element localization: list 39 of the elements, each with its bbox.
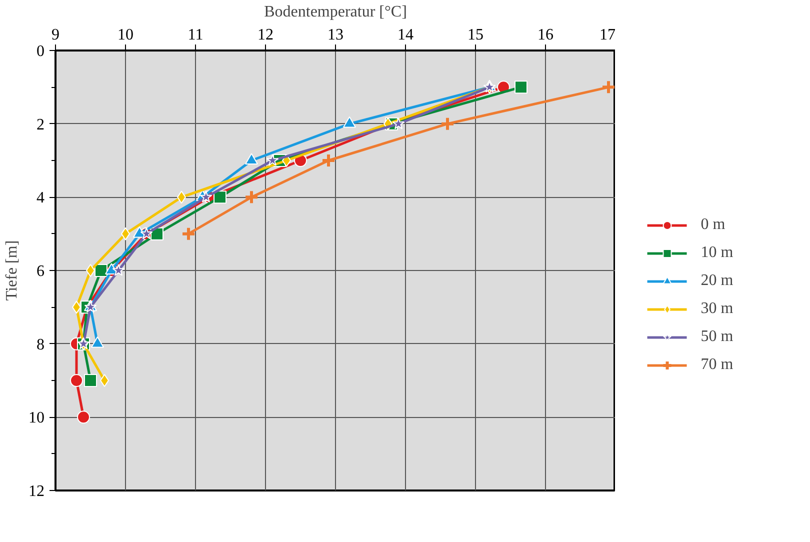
x-tick-label: 13 [328, 26, 344, 44]
x-tick-label: 15 [468, 26, 484, 44]
x-tick-label: 12 [258, 26, 274, 44]
y-tick-label: 12 [28, 483, 44, 500]
point [200, 190, 212, 203]
y-axis-title: Tiefe [m] [4, 240, 20, 301]
x-tick-label: 17 [600, 26, 616, 44]
legend-label: 0 m [700, 216, 726, 234]
point [244, 190, 259, 205]
point [181, 226, 196, 242]
x-tick-label: 9 [52, 26, 60, 44]
x-tick-label: 10 [118, 26, 134, 44]
x-axis-title: Bodentemperatur [°C] [264, 4, 407, 20]
x-tick-label: 16 [538, 26, 554, 44]
y-tick-label: 8 [36, 336, 44, 354]
y-tick-label: 10 [28, 410, 44, 427]
point [601, 80, 615, 95]
point [440, 116, 455, 132]
point [94, 264, 108, 277]
point [84, 374, 97, 387]
legend-label: 70 m [700, 356, 734, 374]
legend-label: 10 m [700, 244, 734, 262]
y-tick-label: 6 [36, 263, 44, 280]
point [112, 264, 125, 276]
x-tick-label: 11 [188, 26, 204, 44]
point [77, 410, 90, 424]
legend-label: 20 m [700, 272, 734, 290]
y-tick-label: 0 [36, 43, 44, 60]
y-tick-label: 2 [36, 116, 44, 134]
point [214, 190, 226, 204]
legend-label: 50 m [700, 328, 734, 346]
point [392, 117, 405, 130]
point [321, 153, 336, 168]
x-tick-label: 14 [398, 26, 414, 44]
legend-label: 30 m [700, 300, 734, 318]
point [70, 374, 83, 387]
y-tick-label: 4 [36, 190, 44, 207]
point [266, 154, 279, 166]
point [514, 80, 528, 94]
